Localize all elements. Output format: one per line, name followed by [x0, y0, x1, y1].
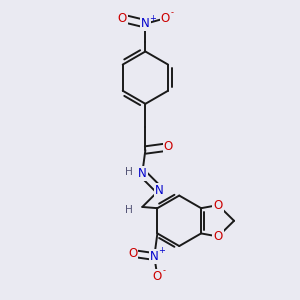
Text: O: O — [213, 199, 223, 212]
Text: O: O — [128, 247, 137, 260]
Text: O: O — [213, 230, 223, 243]
Text: H: H — [124, 167, 132, 176]
Text: O: O — [118, 12, 127, 25]
Text: O: O — [164, 140, 173, 153]
Text: O: O — [153, 270, 162, 283]
Text: H: H — [124, 205, 132, 215]
Text: N: N — [138, 167, 147, 180]
Text: N: N — [150, 250, 159, 263]
Text: +: + — [149, 14, 156, 23]
Text: -: - — [163, 266, 166, 275]
Text: O: O — [161, 12, 170, 25]
Text: N: N — [141, 17, 150, 30]
Text: +: + — [158, 247, 164, 256]
Text: N: N — [155, 184, 164, 196]
Text: -: - — [171, 8, 174, 17]
